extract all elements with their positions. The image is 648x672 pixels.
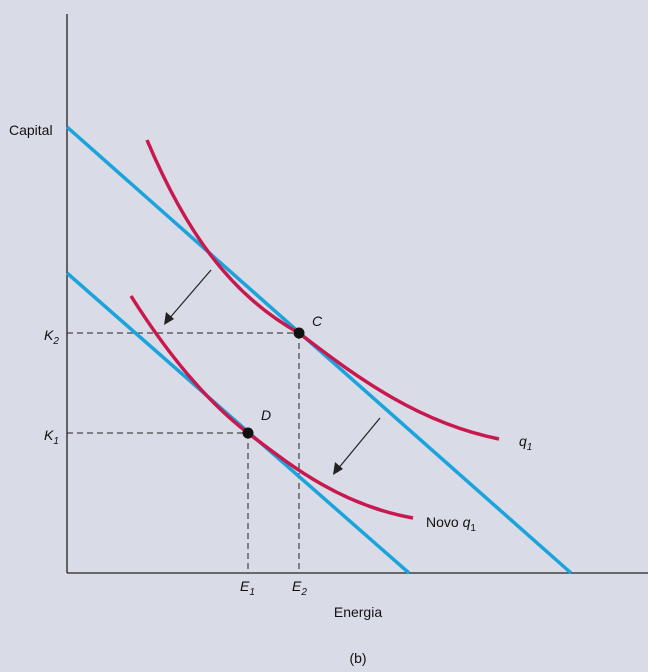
q1-curve-label: q1 xyxy=(519,433,532,453)
isoquant-q1 xyxy=(145,139,500,441)
x-axis-label: Energia xyxy=(334,604,382,620)
k1-label: K1 xyxy=(44,427,59,447)
point-d xyxy=(242,427,254,439)
y-axis-label: Capital xyxy=(9,122,53,138)
novo-q1-curve-label: Novo q1 xyxy=(426,514,476,534)
point-c xyxy=(293,327,305,339)
point-d-label: D xyxy=(261,407,271,423)
isoquant-novo-q1 xyxy=(129,295,414,520)
shift-arrow-upper xyxy=(164,269,212,325)
k2-label: K2 xyxy=(44,327,59,347)
e2-label: E2 xyxy=(292,578,307,598)
point-c-label: C xyxy=(312,313,323,329)
figure-caption: (b) xyxy=(349,650,366,666)
e1-label: E1 xyxy=(240,578,255,598)
shift-arrow-lower xyxy=(333,417,381,475)
